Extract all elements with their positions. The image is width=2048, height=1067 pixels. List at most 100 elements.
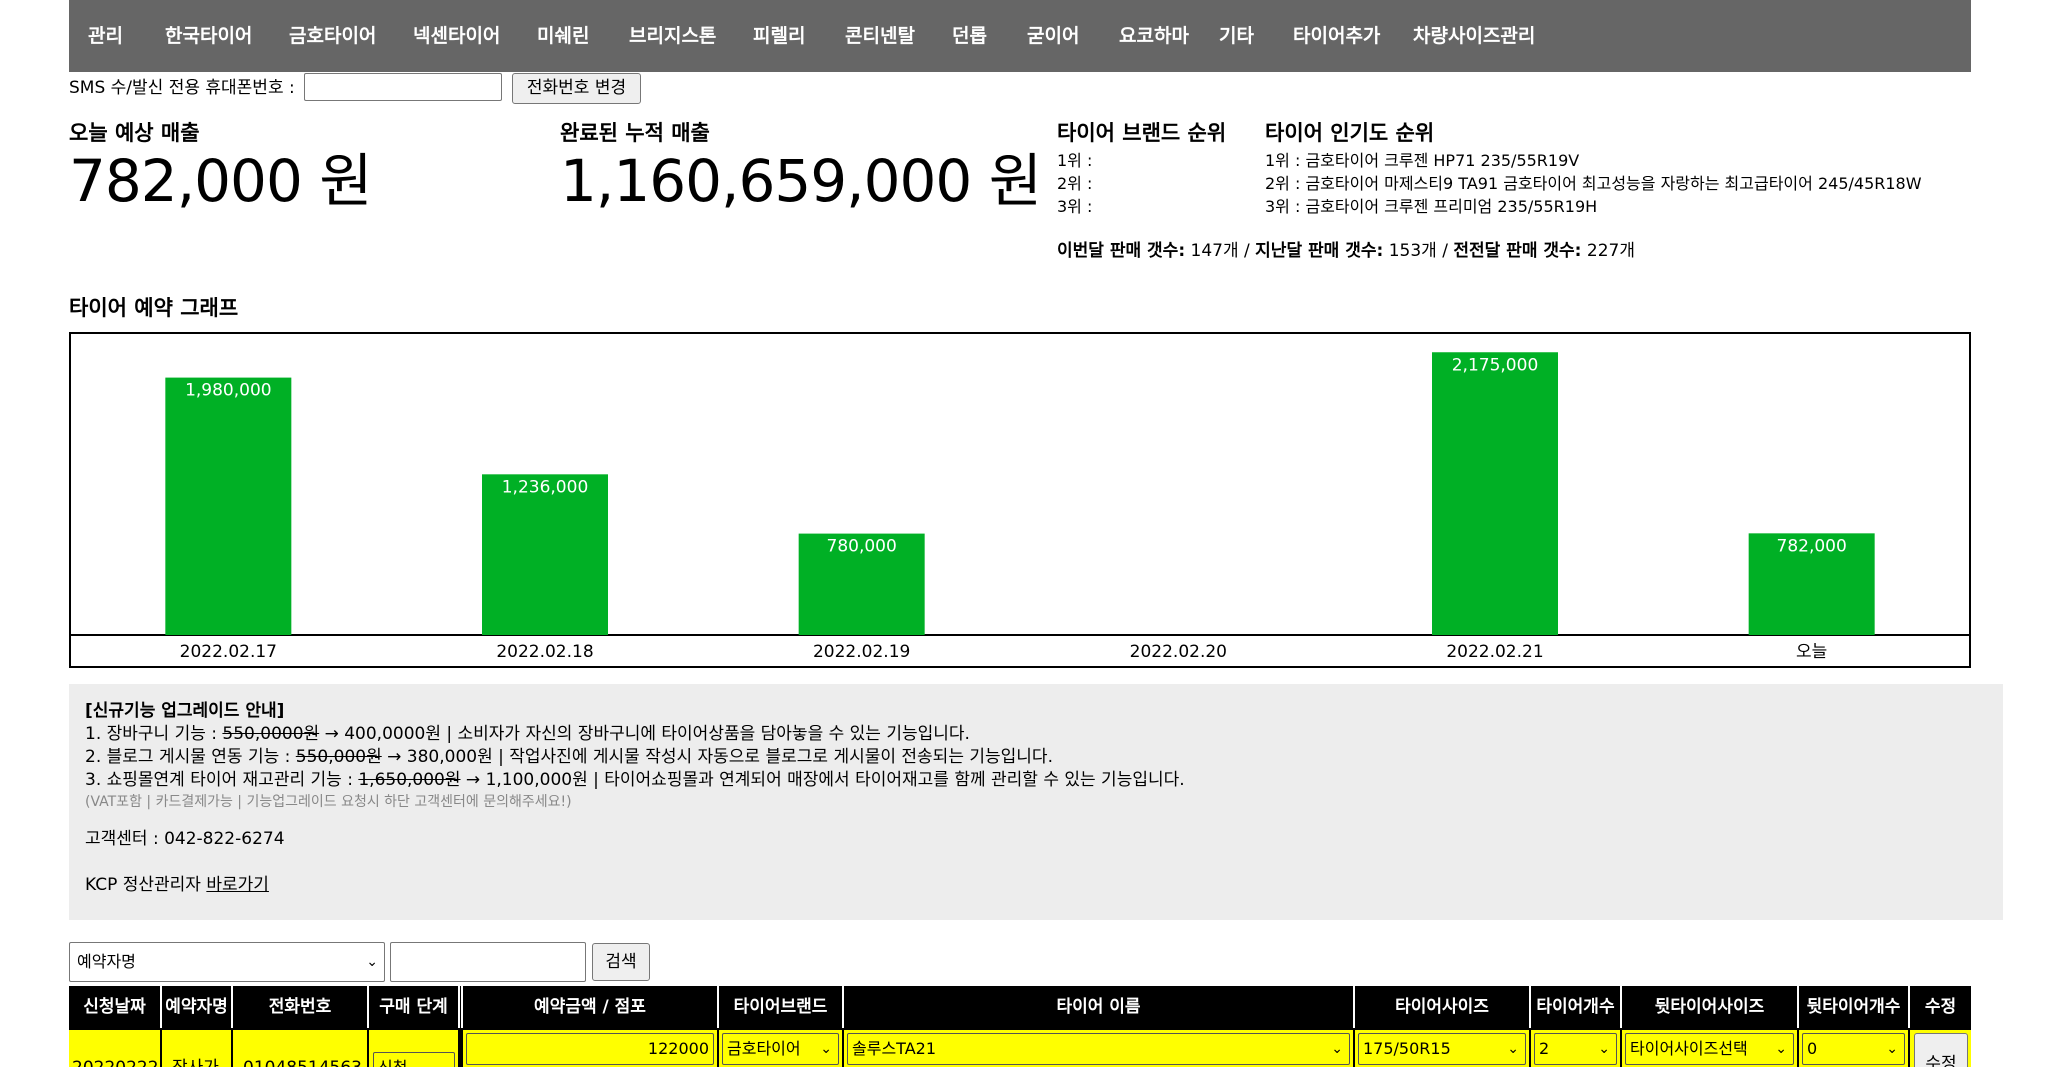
upgrade-notice: [신규기능 업그레이드 안내] 1. 장바구니 기능 : 550,0000원 →… xyxy=(69,684,2003,920)
header-stage: 구매 단계 xyxy=(369,986,460,1028)
tire-size-select[interactable]: 175/50R15 ⌄ xyxy=(1358,1033,1526,1065)
nav-item-pirelli[interactable]: 피렐리 xyxy=(753,25,806,47)
chart-value-label: 1,236,000 xyxy=(502,477,589,497)
nav-item-dunlop[interactable]: 던롭 xyxy=(952,25,987,47)
header-gap xyxy=(460,986,463,1028)
popular-rank-title: 타이어 인기도 순위 xyxy=(1265,121,1435,145)
stage-select[interactable]: 신청⌄ xyxy=(373,1052,455,1067)
popular-rank-item: 1위 : 금호타이어 크루젠 HP71 235/55R19V xyxy=(1265,151,1580,170)
nav-item-yokohama[interactable]: 요코하마 xyxy=(1119,25,1189,47)
chart-bar xyxy=(798,533,925,635)
chart-frame xyxy=(69,332,1971,668)
this-month-label: 이번달 판매 갯수: xyxy=(1057,241,1186,261)
chart-value-label: 780,000 xyxy=(827,537,897,557)
brand-rank-item: 2위 : xyxy=(1057,174,1093,193)
two-months-value: 227개 xyxy=(1586,241,1635,261)
nav-item-kumho[interactable]: 금호타이어 xyxy=(289,25,377,47)
cell-rear-size: 타이어사이즈선택 ⌄ xyxy=(1622,1030,1799,1067)
cell-brand: 금호타이어 ⌄ xyxy=(719,1030,844,1067)
notice-line-1: 1. 장바구니 기능 : 550,0000원 → 400,0000원 | 소비자… xyxy=(85,724,970,744)
chevron-down-icon: ⌄ xyxy=(1331,1041,1343,1057)
sms-phone-input[interactable] xyxy=(304,73,502,101)
header-amount: 예약금액 / 점포 xyxy=(463,986,719,1028)
this-month-value: 147개 xyxy=(1190,241,1239,261)
chart-value-label: 2,175,000 xyxy=(1452,355,1539,375)
reservation-chart: 1,980,000 2022.02.17 1,236,000 2022.02.18 78… xyxy=(69,332,1971,668)
chart-title: 타이어 예약 그래프 xyxy=(69,296,239,320)
chart-category-label: 2022.02.19 xyxy=(813,642,910,662)
today-sales-value: 782,000 원 xyxy=(69,147,373,215)
nav-item-goodyear[interactable]: 굳이어 xyxy=(1027,25,1080,47)
chart-category-label: 2022.02.20 xyxy=(1130,642,1227,662)
edit-button[interactable]: 수정 xyxy=(1914,1033,1968,1067)
header-rear-size: 뒷타이어사이즈 xyxy=(1622,986,1799,1028)
old-price: 550,0000원 xyxy=(222,724,320,744)
kcp-admin-link[interactable]: 바로가기 xyxy=(206,875,269,895)
sales-counts: 이번달 판매 갯수: 147개 / 지난달 판매 갯수: 153개 / 전전달 … xyxy=(1057,241,1635,261)
cell-amount: 122000 xyxy=(463,1030,719,1067)
notice-line-3: 3. 쇼핑몰연계 타이어 재고관리 기능 : 1,650,000원 → 1,10… xyxy=(85,770,1185,790)
cell-count: 2 ⌄ xyxy=(1531,1030,1622,1067)
change-phone-button[interactable]: 전화번호 변경 xyxy=(512,73,641,104)
chart-bar xyxy=(165,377,292,635)
chevron-down-icon: ⌄ xyxy=(1598,1041,1610,1057)
rear-count-select[interactable]: 0 ⌄ xyxy=(1802,1033,1905,1065)
tire-name-select[interactable]: 솔루스TA21 ⌄ xyxy=(847,1033,1350,1065)
cell-edit: 수정 xyxy=(1910,1030,1971,1067)
rear-size-select[interactable]: 타이어사이즈선택 ⌄ xyxy=(1625,1033,1794,1065)
nav-item-add-tire[interactable]: 타이어추가 xyxy=(1293,25,1381,47)
brand-rank-title: 타이어 브랜드 순위 xyxy=(1057,121,1227,145)
top-nav: 관리 한국타이어 금호타이어 넥센타이어 미쉐린 브리지스톤 피렐리 콘티넨탈 … xyxy=(69,0,1971,72)
header-name: 예약자명 xyxy=(162,986,233,1028)
notice-line-2: 2. 블로그 게시물 연동 기능 : 550,000원 → 380,000원 |… xyxy=(85,747,1053,767)
chart-category-label: 2022.02.18 xyxy=(496,642,593,662)
tire-count-select[interactable]: 2 ⌄ xyxy=(1534,1033,1617,1065)
chevron-down-icon: ⌄ xyxy=(436,1053,448,1067)
nav-item-vehicle-size[interactable]: 차량사이즈관리 xyxy=(1413,25,1536,47)
chart-bar xyxy=(1432,352,1558,635)
chevron-down-icon: ⌄ xyxy=(1886,1041,1898,1057)
notice-small-print: (VAT포함 | 카드결제가능 | 기능업그레이드 요청시 하단 고객센터에 문… xyxy=(85,794,572,810)
amount-input[interactable]: 122000 xyxy=(466,1033,714,1065)
popular-rank-item: 3위 : 금호타이어 크루젠 프리미엄 235/55R19H xyxy=(1265,197,1598,216)
header-tire-name: 타이어 이름 xyxy=(844,986,1355,1028)
notice-title: [신규기능 업그레이드 안내] xyxy=(85,701,285,721)
chart-value-label: 782,000 xyxy=(1777,536,1847,556)
nav-item-continental[interactable]: 콘티넨탈 xyxy=(845,25,915,47)
header-edit: 수정 xyxy=(1910,986,1971,1028)
kcp-admin-line: KCP 정산관리자 바로가기 xyxy=(85,875,269,895)
reservation-table: 신청날짜 예약자명 전화번호 구매 단계 예약금액 / 점포 타이어브랜드 타이… xyxy=(69,986,1971,1067)
cell-tire-name: 솔루스TA21 ⌄ xyxy=(844,1030,1355,1067)
last-month-value: 153개 xyxy=(1388,241,1437,261)
chart-bar xyxy=(482,474,608,635)
cell-rear-count: 0 ⌄ xyxy=(1799,1030,1910,1067)
header-brand: 타이어브랜드 xyxy=(719,986,844,1028)
brand-select[interactable]: 금호타이어 ⌄ xyxy=(722,1033,839,1065)
nav-item-admin[interactable]: 관리 xyxy=(88,25,123,47)
search-input[interactable] xyxy=(390,942,586,982)
chart-category-label: 2022.02.17 xyxy=(180,642,277,662)
nav-item-nexen[interactable]: 넥센타이어 xyxy=(413,25,501,47)
header-date: 신청날짜 xyxy=(69,986,162,1028)
today-sales-label: 오늘 예상 매출 xyxy=(69,121,200,145)
search-field-select[interactable]: 예약자명 ⌄ xyxy=(69,942,385,982)
nav-item-etc[interactable]: 기타 xyxy=(1219,25,1254,47)
cell-date: 20220222 xyxy=(69,1030,162,1067)
nav-item-michelin[interactable]: 미쉐린 xyxy=(537,25,590,47)
header-rear-count: 뒷타이어개수 xyxy=(1799,986,1910,1028)
cell-phone: 01048514563 xyxy=(233,1030,369,1067)
chevron-down-icon: ⌄ xyxy=(1775,1041,1787,1057)
two-months-label: 전전달 판매 갯수: xyxy=(1453,241,1582,261)
cell-name: 장사가 xyxy=(162,1030,233,1067)
old-price: 1,650,000원 xyxy=(358,770,461,790)
nav-item-hankook[interactable]: 한국타이어 xyxy=(165,25,253,47)
chevron-down-icon: ⌄ xyxy=(1507,1041,1519,1057)
nav-item-bridgestone[interactable]: 브리지스톤 xyxy=(629,25,717,47)
search-button[interactable]: 검색 xyxy=(592,943,650,981)
chart-category-label: 2022.02.21 xyxy=(1446,642,1543,662)
header-phone: 전화번호 xyxy=(233,986,369,1028)
old-price: 550,000원 xyxy=(295,747,382,767)
chart-value-label: 1,980,000 xyxy=(185,381,272,401)
chevron-down-icon: ⌄ xyxy=(366,954,378,970)
brand-rank-item: 1위 : xyxy=(1057,151,1093,170)
